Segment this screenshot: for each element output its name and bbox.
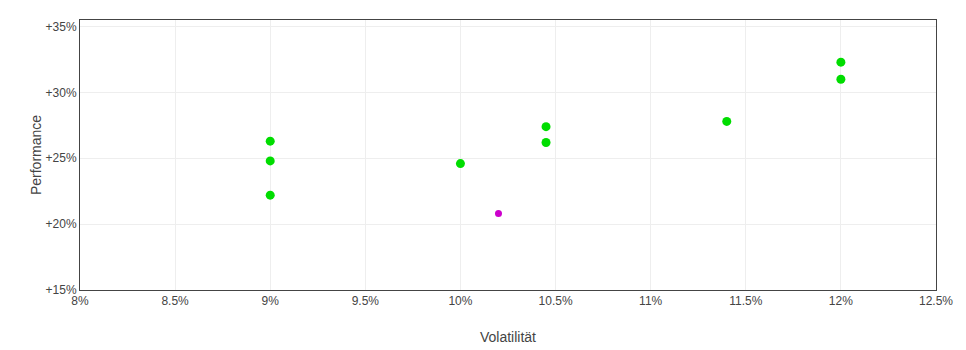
svg-text:+15%: +15% bbox=[46, 283, 77, 297]
svg-text:Volatilität: Volatilität bbox=[480, 329, 536, 345]
svg-text:Performance: Performance bbox=[28, 115, 44, 195]
svg-text:8.5%: 8.5% bbox=[161, 294, 189, 308]
svg-text:+25%: +25% bbox=[46, 151, 77, 165]
svg-text:12%: 12% bbox=[829, 294, 853, 308]
svg-text:12.5%: 12.5% bbox=[919, 294, 953, 308]
svg-text:11.5%: 11.5% bbox=[729, 294, 762, 308]
svg-text:+35%: +35% bbox=[46, 20, 77, 34]
svg-text:11%: 11% bbox=[639, 294, 662, 308]
svg-text:+30%: +30% bbox=[46, 86, 77, 100]
svg-text:8%: 8% bbox=[71, 294, 89, 308]
svg-text:10%: 10% bbox=[448, 294, 472, 308]
svg-text:9%: 9% bbox=[262, 294, 280, 308]
svg-text:10.5%: 10.5% bbox=[539, 294, 573, 308]
svg-text:9.5%: 9.5% bbox=[352, 294, 380, 308]
svg-text:+20%: +20% bbox=[46, 217, 77, 231]
